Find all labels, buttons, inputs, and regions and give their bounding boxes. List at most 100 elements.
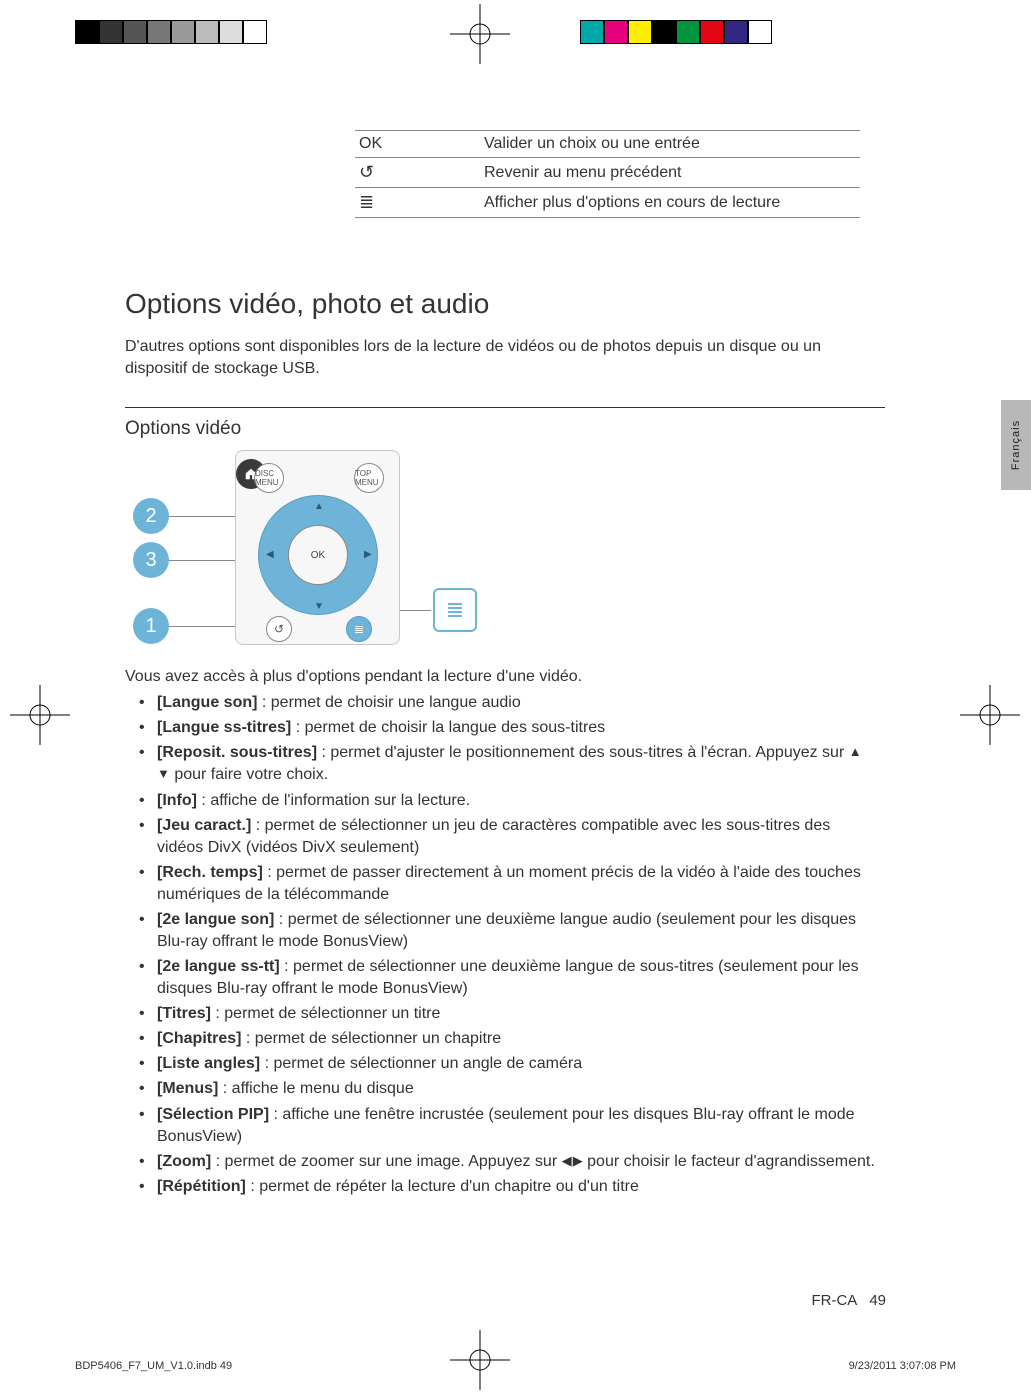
list-item: [Zoom] : permet de zoomer sur une image.… — [157, 1151, 885, 1173]
disc-menu-button: DISC MENU — [254, 463, 284, 493]
list-item: [Langue ss-titres] : permet de choisir l… — [157, 717, 885, 739]
color-swatch — [243, 20, 267, 44]
color-swatch — [724, 20, 748, 44]
option-label: [Info] — [157, 792, 197, 809]
arrow-right-icon: ▶ — [364, 549, 372, 560]
key-actions-table: OKValider un choix ou une entrée↺Revenir… — [355, 130, 860, 218]
callout-badge-1: 1 — [133, 608, 169, 644]
option-label: [Jeu caract.] — [157, 817, 251, 834]
option-description: : permet de passer directement à un mome… — [157, 864, 861, 903]
list-item: [Liste angles] : permet de sélectionner … — [157, 1053, 885, 1075]
color-swatch — [219, 20, 243, 44]
option-label: [Reposit. sous-titres] — [157, 744, 317, 761]
color-swatch — [195, 20, 219, 44]
options-button: ≣ — [346, 616, 372, 642]
disc-menu-label: DISC MENU — [255, 469, 283, 487]
list-item: [Titres] : permet de sélectionner un tit… — [157, 1003, 885, 1025]
back-icon: ↺ — [355, 158, 480, 188]
list-item: [Reposit. sous-titres] : permet d'ajuste… — [157, 742, 885, 786]
option-label: [Liste angles] — [157, 1055, 260, 1072]
color-swatch — [99, 20, 123, 44]
list-item: [2e langue ss-tt] : permet de sélectionn… — [157, 956, 885, 1000]
option-description: : permet de répéter la lecture d'un chap… — [246, 1178, 639, 1195]
option-label: [Langue ss-titres] — [157, 719, 291, 736]
option-label: [Zoom] — [157, 1153, 211, 1170]
table-row: ≣Afficher plus d'options en cours de lec… — [355, 188, 860, 218]
color-swatch — [171, 20, 195, 44]
option-label: [2e langue ss-tt] — [157, 958, 280, 975]
printer-swatches-right — [580, 20, 772, 44]
option-label: [Rech. temps] — [157, 864, 263, 881]
top-menu-button: TOP MENU — [354, 463, 384, 493]
option-label: [Langue son] — [157, 694, 257, 711]
color-swatch — [123, 20, 147, 44]
list-icon: ≣ — [355, 188, 480, 218]
registration-mark — [10, 685, 70, 745]
ok-label: OK — [311, 550, 325, 561]
ok-button: OK — [288, 525, 348, 585]
table-row: OKValider un choix ou une entrée — [355, 131, 860, 158]
option-description: : permet de zoomer sur une image. Appuye… — [211, 1153, 875, 1170]
color-swatch — [147, 20, 171, 44]
list-item: [Répétition] : permet de répéter la lect… — [157, 1176, 885, 1198]
key-text: OK — [355, 131, 480, 158]
printer-swatches-left — [75, 20, 267, 44]
option-label: [Menus] — [157, 1080, 218, 1097]
list-item: [2e langue son] : permet de sélectionner… — [157, 909, 885, 953]
arrow-up-icon: ▲ — [314, 501, 324, 512]
color-swatch — [628, 20, 652, 44]
option-label: [Chapitres] — [157, 1030, 241, 1047]
list-item: [Langue son] : permet de choisir une lan… — [157, 692, 885, 714]
option-description: : permet de sélectionner un chapitre — [241, 1030, 501, 1047]
list-item: [Menus] : affiche le menu du disque — [157, 1078, 885, 1100]
option-description: : permet de sélectionner un angle de cam… — [260, 1055, 582, 1072]
list-icon: ≣ — [446, 597, 464, 623]
arrow-down-icon: ▼ — [314, 601, 324, 612]
lead-paragraph: Vous avez accès à plus d'options pendant… — [125, 668, 885, 686]
option-description: : permet de sélectionner un jeu de carac… — [157, 817, 830, 856]
page-number: FR-CA 49 — [811, 1292, 886, 1309]
key-description: Revenir au menu précédent — [480, 158, 860, 188]
color-swatch — [676, 20, 700, 44]
option-description: : affiche de l'information sur la lectur… — [197, 792, 470, 809]
arrow-left-icon: ◀ — [266, 549, 274, 560]
option-description: : permet de sélectionner un titre — [211, 1005, 440, 1022]
key-description: Afficher plus d'options en cours de lect… — [480, 188, 860, 218]
option-description: : affiche le menu du disque — [218, 1080, 413, 1097]
option-label: [Répétition] — [157, 1178, 246, 1195]
callout-badge-3: 3 — [133, 542, 169, 578]
page-number-value: 49 — [869, 1292, 886, 1309]
list-item: [Chapitres] : permet de sélectionner un … — [157, 1028, 885, 1050]
print-footer: BDP5406_F7_UM_V1.0.indb 49 9/23/2011 3:0… — [75, 1360, 956, 1372]
color-swatch — [652, 20, 676, 44]
list-item: [Info] : affiche de l'information sur la… — [157, 790, 885, 812]
top-menu-label: TOP MENU — [355, 469, 383, 487]
color-swatch — [604, 20, 628, 44]
divider — [125, 407, 885, 408]
option-label: [Titres] — [157, 1005, 211, 1022]
footer-right: 9/23/2011 3:07:08 PM — [849, 1360, 956, 1372]
registration-mark — [960, 685, 1020, 745]
color-swatch — [75, 20, 99, 44]
subsection-title: Options vidéo — [125, 418, 885, 440]
color-swatch — [700, 20, 724, 44]
table-row: ↺Revenir au menu précédent — [355, 158, 860, 188]
back-button: ↺ — [266, 616, 292, 642]
list-item: [Rech. temps] : permet de passer directe… — [157, 862, 885, 906]
remote-body: DISC MENU TOP MENU ▲ ▼ ◀ ▶ OK ↺ ≣ — [235, 450, 400, 645]
language-tab-text: Français — [1010, 420, 1022, 470]
section-title: Options vidéo, photo et audio — [125, 288, 885, 320]
list-item: [Sélection PIP] : affiche une fenêtre in… — [157, 1104, 885, 1148]
callout-badge-2: 2 — [133, 498, 169, 534]
color-swatch — [580, 20, 604, 44]
intro-paragraph: D'autres options sont disponibles lors d… — [125, 336, 885, 379]
option-label: [Sélection PIP] — [157, 1106, 269, 1123]
page-number-label: FR-CA — [811, 1292, 857, 1309]
color-swatch — [748, 20, 772, 44]
option-label: [2e langue son] — [157, 911, 274, 928]
option-description: : permet de choisir une langue audio — [257, 694, 520, 711]
list-item: [Jeu caract.] : permet de sélectionner u… — [157, 815, 885, 859]
options-list: [Langue son] : permet de choisir une lan… — [125, 692, 885, 1198]
remote-diagram: 2 3 1 DISC MENU TOP MENU ▲ ▼ ◀ ▶ — [125, 450, 885, 650]
list-icon: ≣ — [354, 622, 364, 636]
